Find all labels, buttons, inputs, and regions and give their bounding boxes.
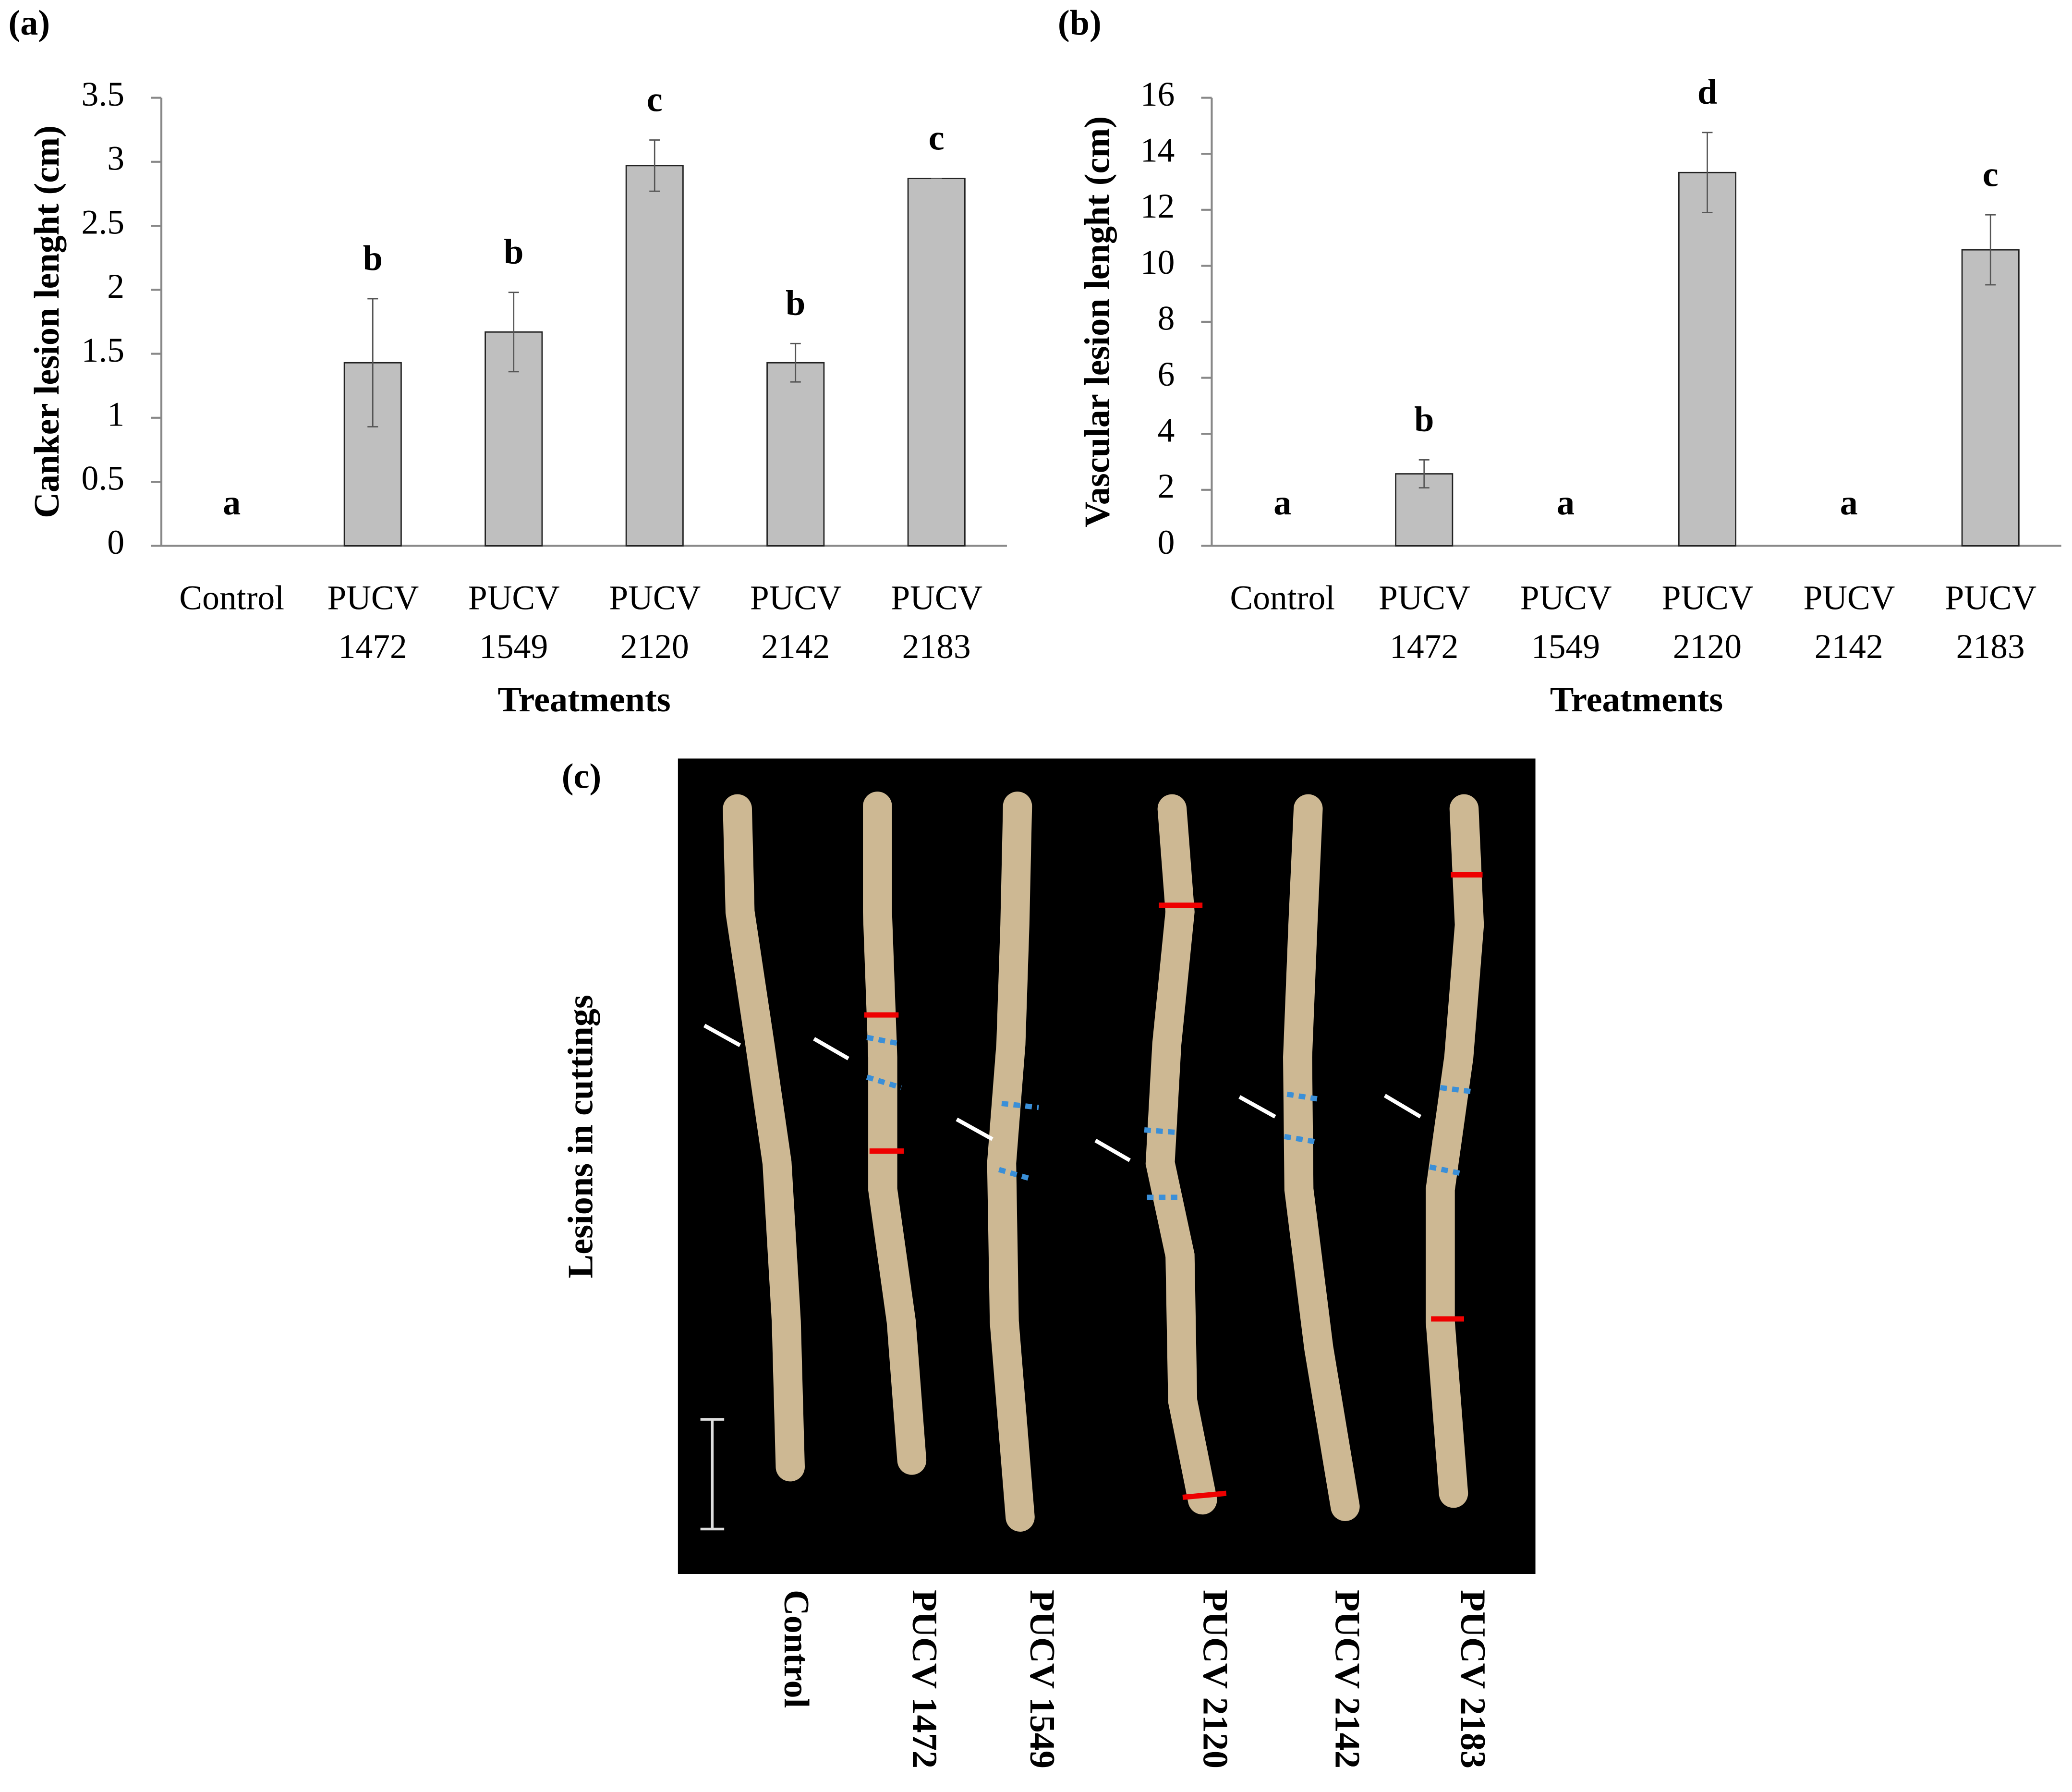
x-tick-label-box: PUCV 2142 [1803,579,1895,666]
x-tick-label-box: PUCV 2183 [891,579,983,666]
canker-lesion-marks [866,1035,1473,1200]
x-tick-label: PUCV 2183 [891,579,983,666]
panel-label: (b) [1058,3,1102,43]
x-tick-label-box: PUCV 2183 [1945,579,2037,666]
x-tick-label-box: PUCV 2120 [1661,579,1754,666]
scale-bar [700,1418,725,1531]
bar [1678,171,1737,547]
x-tick-label-box: PUCV 1472 [1378,579,1470,666]
significance-letter: b [363,239,383,278]
x-tick-label-box: PUCV 1549 [468,579,560,666]
y-tick-label: 10 [1140,244,1175,281]
y-tick-label: 12 [1140,187,1175,225]
photo [678,758,1536,1574]
y-tick-label: 3 [107,139,124,177]
y-axis-title: Lesions in cuttings [561,995,601,1278]
x-tick-label: PUCV 1472 [1378,579,1470,666]
y-tick-label: 1.5 [82,331,124,369]
significance-letter: a [1557,483,1575,523]
x-tick-label: PUCV 2120 [1661,579,1754,666]
y-tick-label: 0 [1158,524,1175,561]
vascular-lesion-marks [864,872,1483,1500]
error-bar [1985,214,1996,286]
y-tick-label: 2.5 [82,204,124,242]
cutting-label: PUCV 1472 [905,1590,944,1768]
significance-letter: c [647,80,663,120]
x-tick-label-box: Control [179,579,285,617]
photo-background [678,758,1536,1574]
x-tick-label: PUCV 1472 [327,579,419,666]
error-bar [1418,459,1430,489]
significance-letter: a [1840,483,1858,523]
y-tick-label: 16 [1140,75,1175,113]
cutting-label: PUCV 1549 [1022,1590,1062,1768]
error-bar [649,139,660,192]
significance-letter: b [504,232,523,272]
y-tick-label: 4 [1158,412,1175,450]
y-tick-label: 1 [107,395,124,433]
bar [907,178,966,547]
y-axis-title: Canker lesion lenght (cm) [27,125,67,518]
significance-letter: b [786,283,805,323]
y-tick-label: 3.5 [82,75,124,113]
cutting-label: PUCV 2142 [1328,1590,1367,1768]
x-axis-title: Treatments [1550,680,1723,719]
x-tick-label: PUCV 2142 [750,579,842,666]
cutting-label: PUCV 2183 [1453,1590,1492,1768]
x-tick-label-box: PUCV 2120 [609,579,701,666]
bar [1961,249,2020,547]
x-tick-label: PUCV 1549 [468,579,560,666]
y-tick-label: 2 [107,268,124,305]
error-bar [508,292,519,373]
y-tick-label: 14 [1140,132,1175,170]
cutting-label: Control [776,1590,816,1708]
x-tick-label: Control [1230,579,1335,617]
x-tick-label: PUCV 2120 [609,579,701,666]
error-bar [1702,132,1713,214]
x-tick-label-box: PUCV 2142 [750,579,842,666]
y-tick-label: 6 [1158,355,1175,393]
y-tick-label: 2 [1158,467,1175,505]
y-tick-label: 8 [1158,299,1175,337]
significance-letter: b [1414,400,1434,439]
y-tick-label: 0.5 [82,460,124,498]
y-axis-title: Vascular lesion lenght (cm) [1078,116,1117,527]
x-tick-label-box: PUCV 1472 [327,579,419,666]
x-tick-label: PUCV 2142 [1803,579,1895,666]
significance-letter: c [1983,155,1999,194]
error-bar [790,342,801,383]
cutting-label: PUCV 2120 [1195,1590,1235,1768]
panel-label: (c) [562,756,601,796]
y-tick-label: 0 [107,524,124,561]
x-tick-label-box: Control [1230,579,1335,617]
significance-letter: d [1697,73,1717,112]
significance-letter: a [1273,483,1291,523]
significance-letter: c [929,119,945,158]
arrows [703,1024,1422,1162]
x-tick-label: PUCV 1549 [1520,579,1612,666]
significance-letter: a [223,483,241,523]
x-tick-label: PUCV 2183 [1945,579,2037,666]
bar [625,165,684,547]
panel-label: (a) [9,3,50,43]
x-axis-title: Treatments [497,680,670,719]
error-bar [367,298,378,427]
x-tick-label-box: PUCV 1549 [1520,579,1612,666]
bar [766,362,825,547]
x-tick-label: Control [179,579,285,617]
